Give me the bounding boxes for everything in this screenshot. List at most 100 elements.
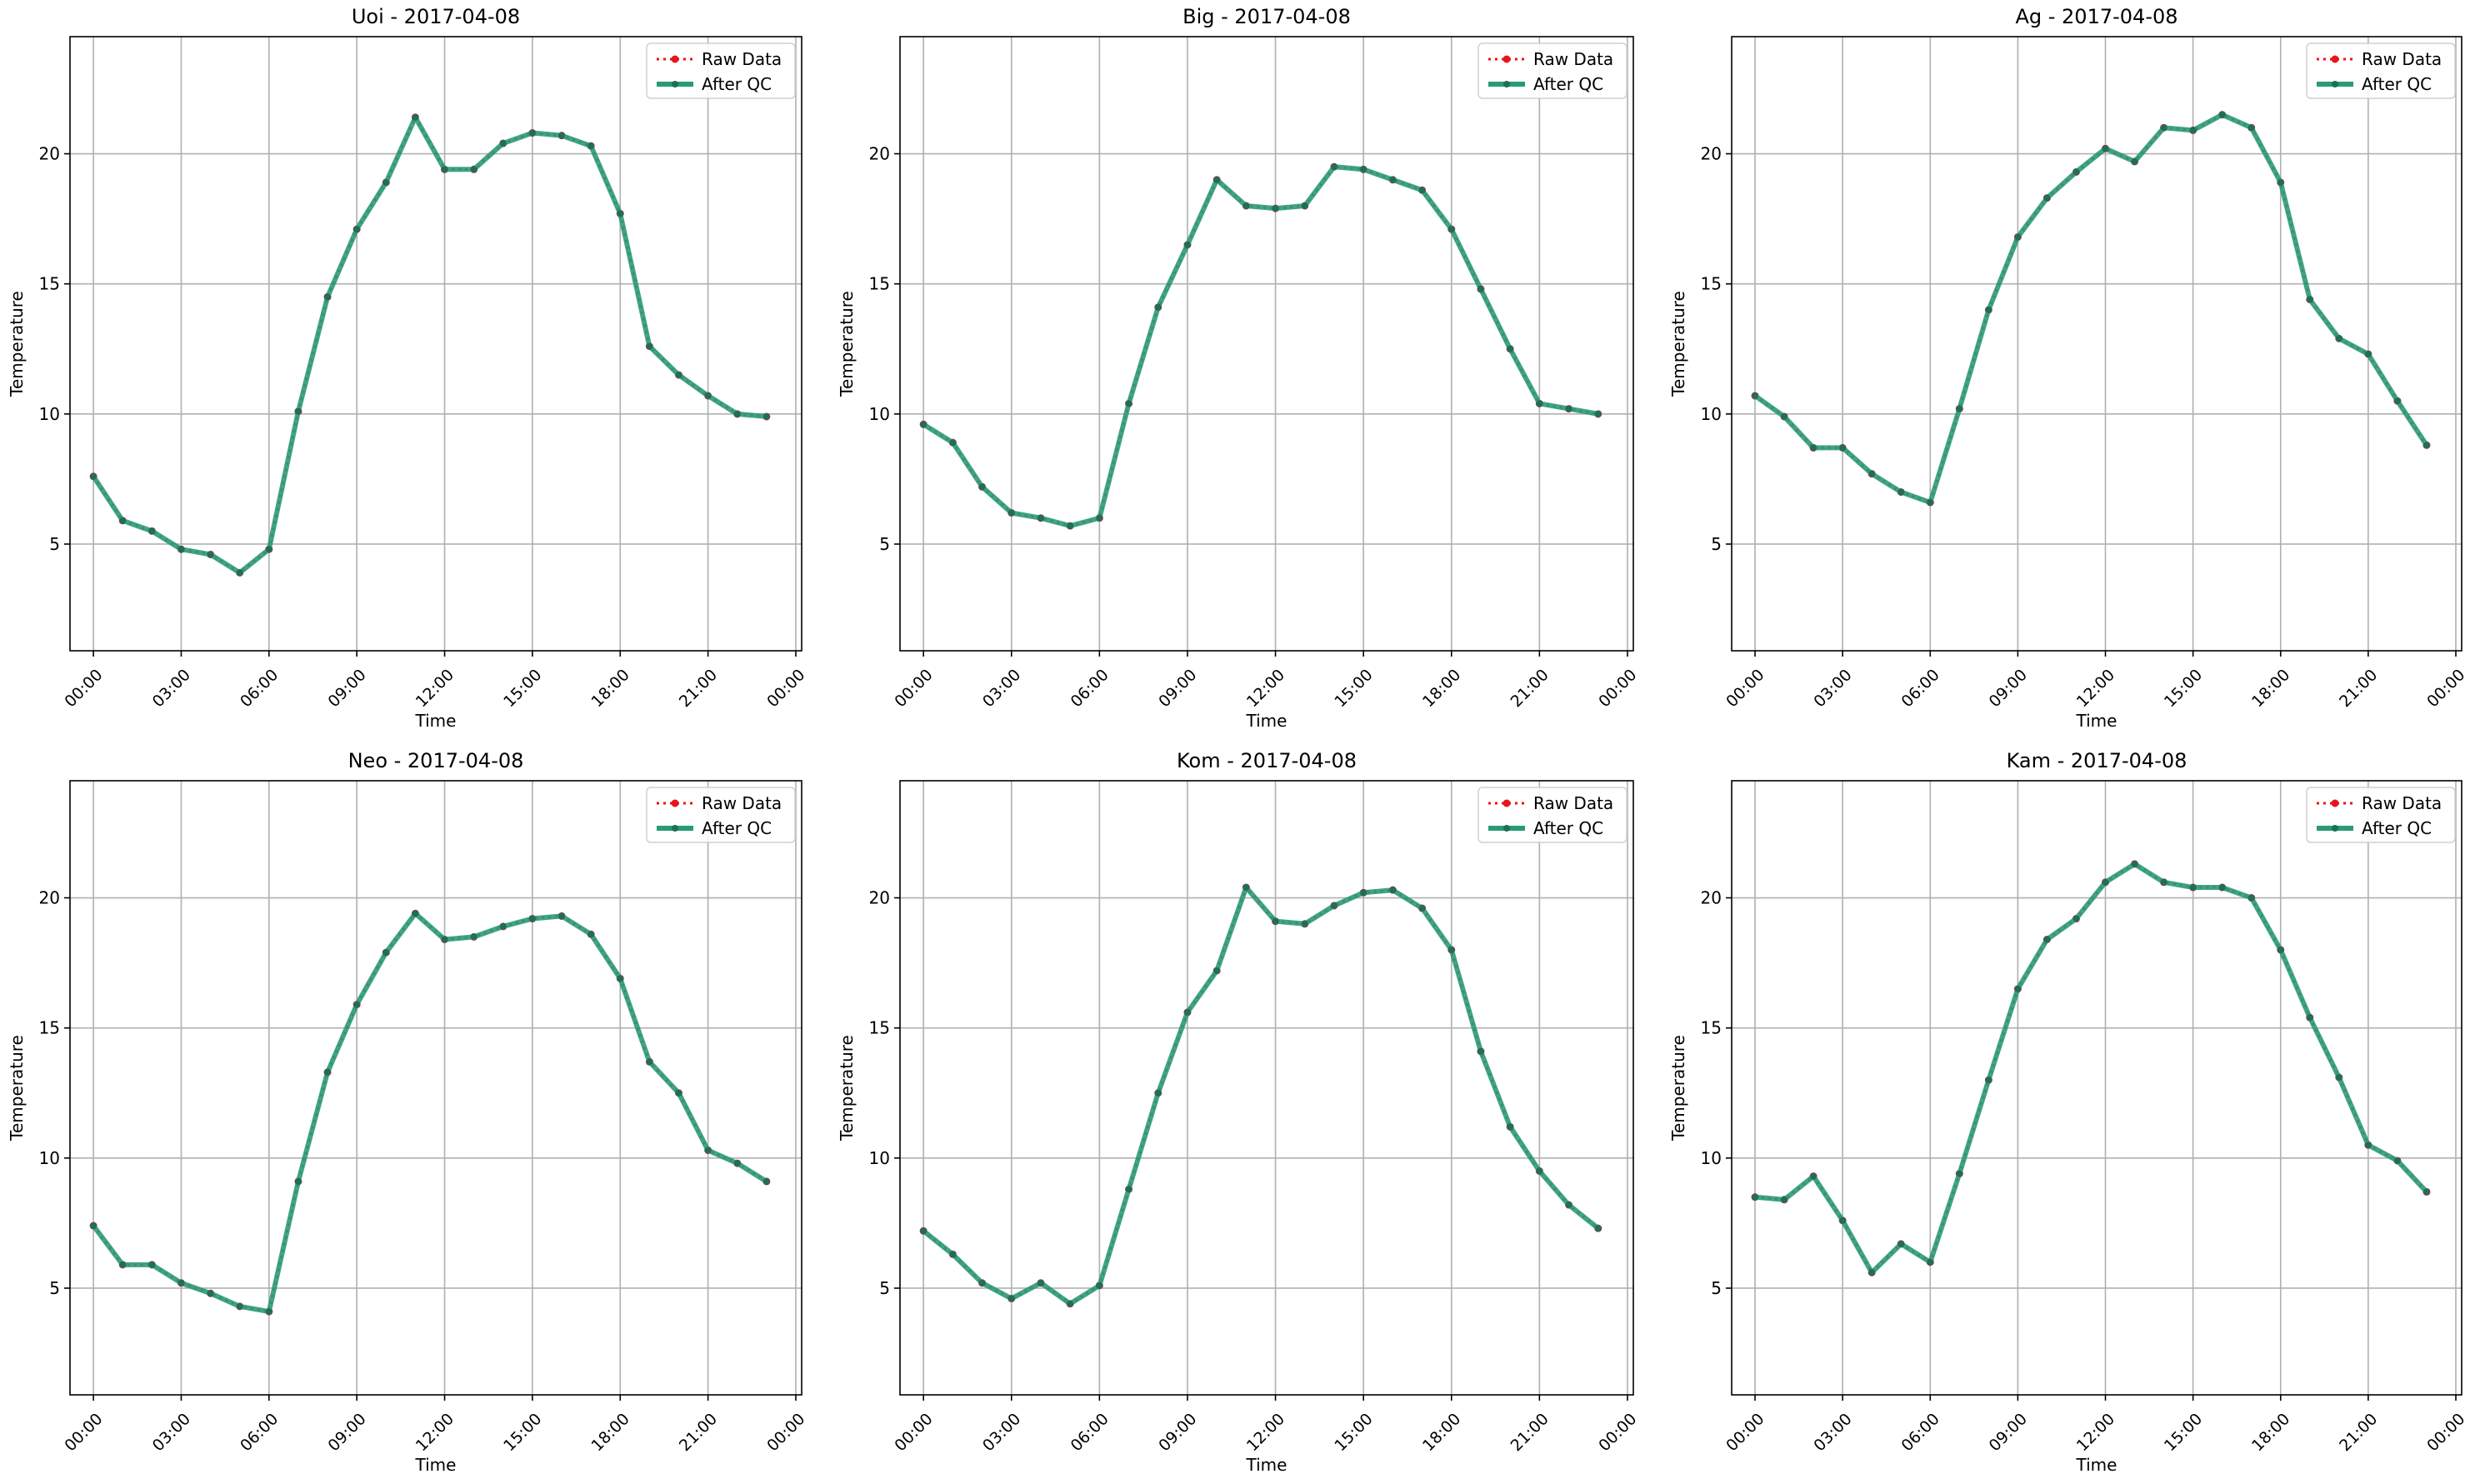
qc-data-point [441,166,448,173]
x-tick-label: 18:00 [1419,1410,1464,1455]
qc-data-point [1096,514,1103,522]
qc-data-line [91,911,768,1315]
chart-panel-6: 00:00 03:00 06:00 09:00 12:00 15:00 18:00 21:00… [1668,749,2469,1475]
y-tick-label: 20 [869,144,890,164]
qc-data-point [588,142,595,150]
y-tick-label: 10 [1701,1148,1722,1168]
y-tick-label: 15 [869,274,890,294]
x-tick-label: 18:00 [2248,666,2293,711]
qc-data-point [1008,509,1015,517]
x-tick-label: 18:00 [588,1410,633,1455]
qc-data-point [1418,187,1426,194]
qc-data-point [1594,1225,1602,1232]
x-tick-label: 06:00 [1898,1410,1943,1455]
qc-data-point [148,1261,156,1268]
axes-frame [1731,36,2462,652]
qc-data-point [1242,202,1250,209]
legend-qc-label: After QC [1533,74,1603,94]
qc-data-point [265,1308,272,1316]
qc-data-point [704,1147,712,1154]
x-tick-label: 12:00 [412,666,458,711]
qc-data-point [1781,1196,1788,1203]
x-axis-label: Time [2076,711,2118,731]
legend-qc-label: After QC [1533,818,1603,838]
y-tick-label: 15 [39,274,60,294]
qc-data-point [978,483,986,491]
y-tick-label: 15 [1701,1018,1722,1038]
qc-data-point [1985,1077,1992,1084]
qc-data-point [324,1068,332,1076]
x-tick-label: 03:00 [979,666,1024,711]
x-tick-label: 03:00 [149,1410,194,1455]
x-tick-label: 15:00 [500,666,545,711]
qc-data-point [441,936,448,943]
chart-panel-3: 00:00 03:00 06:00 09:00 12:00 15:00 18:00 21:00… [1668,5,2469,731]
x-tick-label: 09:00 [1155,1410,1200,1455]
qc-data-point [2277,178,2284,186]
x-tick-label: 03:00 [979,1410,1024,1455]
x-axis-label: Time [1246,1455,1288,1475]
qc-data-point [2160,878,2168,886]
chart-title: Kam - 2017-04-08 [2007,749,2188,772]
qc-data-point [1389,887,1397,894]
qc-data-point [1154,1089,1162,1097]
qc-data-point [1067,1300,1074,1307]
qc-data-point [528,915,536,922]
raw-data-line [1754,862,2428,1275]
raw-data-line [1754,113,2428,504]
qc-data-point [1125,400,1132,407]
x-tick-label: 12:00 [2073,666,2118,711]
qc-data-point [382,178,390,186]
qc-data-point [1752,392,1759,399]
qc-data-point [470,166,478,173]
qc-data-point [2218,884,2226,892]
legend-qc-marker [2332,825,2338,832]
x-tick-label: 12:00 [1243,666,1288,711]
x-tick-label: 12:00 [412,1410,458,1455]
chart-title: Neo - 2017-04-08 [348,749,524,772]
qc-data-point [949,439,957,447]
qc-data-point [733,410,741,417]
qc-data-point [646,1058,653,1066]
y-tick-label: 10 [39,1148,60,1168]
qc-data-point [617,210,624,217]
qc-data-point [1272,205,1279,212]
qc-data-point [1037,1279,1044,1287]
qc-data-line [1754,861,2429,1276]
qc-data-point [1242,884,1250,892]
qc-data-point [1536,400,1543,407]
x-tick-label: 00:00 [61,666,106,711]
qc-data-point [90,472,98,480]
y-tick-label: 5 [879,534,890,554]
qc-data-point [646,342,653,350]
qc-data-point [2277,946,2284,953]
x-tick-label: 21:00 [2336,666,2381,711]
qc-data-point [2335,335,2342,342]
qc-data-point [1418,905,1426,912]
qc-data-point [178,546,185,553]
legend-raw-marker [671,55,679,63]
qc-data-point [2189,884,2197,892]
qc-data-point [1985,306,1992,313]
qc-data-line [922,885,1600,1307]
qc-data-point [558,912,566,920]
x-tick-label: 03:00 [149,666,194,711]
qc-data-point [1536,1167,1543,1175]
qc-data-point [2131,860,2138,867]
x-axis-label: Time [415,711,457,731]
x-tick-label: 00:00 [891,1410,936,1455]
legend-qc-marker [672,825,678,832]
x-tick-label: 06:00 [1898,666,1943,711]
y-tick-label: 5 [1711,534,1722,554]
qc-data-point [2422,442,2430,449]
x-tick-label: 00:00 [763,666,808,711]
x-tick-label: 00:00 [763,1410,808,1455]
qc-data-point [294,407,302,415]
y-axis-label: Temperature [837,1035,857,1142]
legend-qc-label: After QC [702,818,772,838]
x-tick-label: 09:00 [324,1410,369,1455]
qc-data-line [91,114,768,576]
qc-data-point [733,1160,741,1167]
qc-data-point [920,1227,928,1235]
